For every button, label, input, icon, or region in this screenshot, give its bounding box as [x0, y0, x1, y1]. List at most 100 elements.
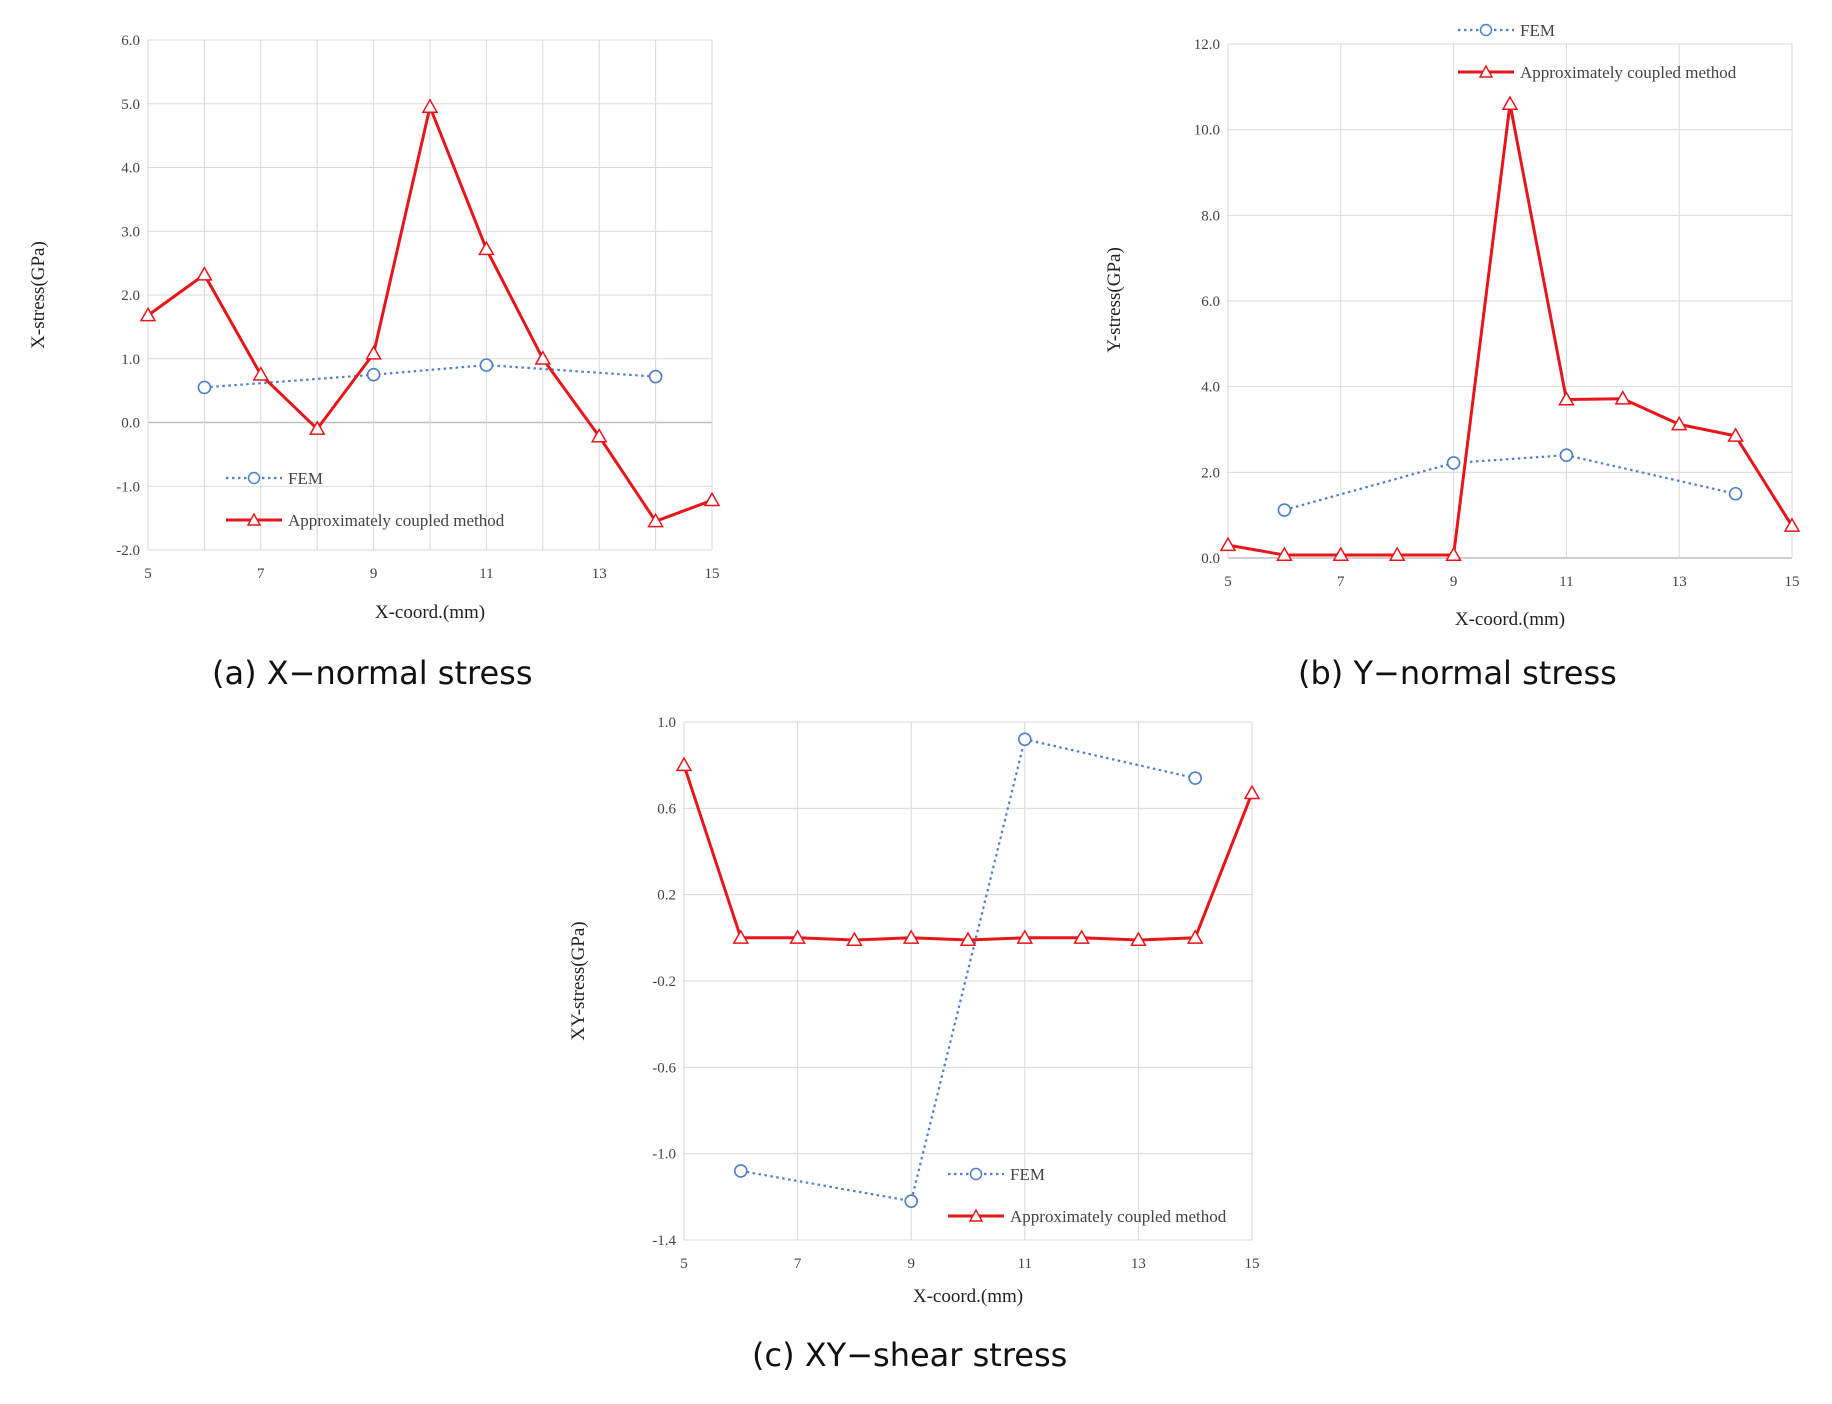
approx-point — [308, 420, 326, 435]
x-tick-label: 15 — [705, 566, 720, 582]
fem-point — [197, 380, 212, 395]
series-line-fem — [204, 364, 656, 389]
y-tick-label: 2.0 — [121, 288, 140, 304]
fem-point — [1017, 732, 1032, 747]
approx-point — [1276, 546, 1293, 562]
y-tick-label: 1.0 — [657, 715, 676, 731]
approx-point — [478, 240, 495, 256]
legend-marker-circle — [247, 471, 261, 485]
legend-label: FEM — [1520, 21, 1555, 40]
approx-point — [421, 98, 439, 113]
legend-marker-circle — [1479, 23, 1493, 37]
y-axis-label: Y-stress(GPa) — [1104, 247, 1125, 353]
x-tick-label: 11 — [1018, 1256, 1032, 1272]
approx-point — [1388, 546, 1406, 562]
x-axis-label: X-coord.(mm) — [913, 1286, 1023, 1307]
approx-point — [139, 306, 157, 322]
approx-point — [1130, 931, 1147, 946]
y-tick-label: 8.0 — [1201, 208, 1220, 224]
legend-label: FEM — [1010, 1165, 1045, 1184]
x-tick-label: 13 — [592, 566, 607, 582]
fem-point — [1728, 486, 1743, 501]
x-tick-label: 5 — [1224, 574, 1232, 590]
y-tick-label: 0.2 — [657, 888, 676, 904]
y-tick-label: 0.0 — [1201, 551, 1220, 567]
legend-label: Approximately coupled method — [288, 511, 505, 530]
x-tick-label: 9 — [1450, 574, 1458, 590]
approx-point — [365, 345, 382, 360]
approx-point — [1727, 427, 1744, 442]
approx-point — [1243, 784, 1261, 800]
chart-x-normal-stress: -2.0 -1.0 0.0 1.0 2.0 3.0 4.0 5.0 6.0 5 7 9 11 13 15 X-… — [28, 33, 721, 623]
y-tick-label: -1.0 — [652, 1147, 676, 1163]
approx-point — [959, 931, 977, 946]
approx-point — [902, 929, 920, 944]
y-tick-label: 6.0 — [121, 33, 140, 49]
legend-marker-circle — [969, 1167, 983, 1181]
x-tick-label: 7 — [794, 1256, 802, 1272]
approx-point — [1332, 546, 1350, 562]
x-tick-label: 7 — [1337, 574, 1345, 590]
fem-point — [1188, 771, 1203, 785]
legend-marker-triangle — [968, 1208, 984, 1222]
caption-x-normal-stress: (a) X−normal stress — [212, 654, 533, 692]
y-tick-label: -1.0 — [116, 479, 140, 495]
chart-y-normal-stress: 0.0 2.0 4.0 6.0 8.0 10.0 12.0 5 7 9 11 13 15 X-coord.… — [1104, 21, 1801, 630]
x-axis-label: X-coord.(mm) — [1455, 609, 1565, 630]
x-tick-label: 15 — [1785, 574, 1800, 590]
y-axis-label: XY-stress(GPa) — [568, 921, 589, 1040]
approx-point — [1501, 95, 1519, 110]
approx-point — [1614, 390, 1632, 405]
x-tick-label: 9 — [370, 566, 378, 582]
y-tick-label: -1.4 — [652, 1233, 676, 1249]
caption-xy-shear-stress: (c) XY−shear stress — [752, 1336, 1068, 1374]
x-tick-label: 5 — [680, 1256, 688, 1272]
approx-point — [1558, 391, 1575, 406]
approx-point — [590, 428, 608, 443]
y-tick-label: 5.0 — [121, 97, 140, 113]
y-tick-label: 2.0 — [1201, 465, 1220, 481]
x-tick-label: 7 — [257, 566, 265, 582]
fem-point — [904, 1194, 919, 1208]
y-tick-label: 3.0 — [121, 224, 140, 240]
approx-point — [1186, 929, 1204, 944]
fem-point — [1446, 456, 1461, 470]
y-tick-label: -0.2 — [652, 974, 676, 990]
fem-point — [366, 367, 381, 382]
approx-point — [703, 491, 721, 507]
series-line-approx-coupled — [682, 764, 1254, 942]
y-tick-label: 1.0 — [121, 352, 140, 368]
fem-point — [1277, 503, 1292, 517]
legend-label: FEM — [288, 469, 323, 488]
approx-point — [1445, 546, 1462, 562]
approx-point — [1016, 929, 1034, 944]
y-tick-label: 12.0 — [1194, 37, 1220, 53]
y-tick-label: 0.0 — [121, 416, 140, 432]
approx-point — [647, 512, 664, 528]
approx-point — [846, 931, 863, 946]
chart-xy-shear-stress: -1.4 -1.0 -0.6 -0.2 0.2 0.6 1.0 5 7 9 11 13 15 X-coor… — [568, 715, 1261, 1307]
x-tick-label: 11 — [1559, 574, 1573, 590]
approx-point — [1219, 536, 1237, 552]
y-tick-label: 4.0 — [1201, 380, 1220, 396]
x-tick-label: 15 — [1245, 1256, 1260, 1272]
approx-point — [1670, 415, 1688, 431]
approx-point — [1073, 929, 1090, 944]
legend-label: Approximately coupled method — [1010, 1207, 1227, 1226]
y-tick-label: -0.6 — [652, 1060, 676, 1076]
y-tick-label: 6.0 — [1201, 294, 1220, 310]
approx-point — [732, 929, 750, 944]
series-line-fem — [1284, 454, 1736, 512]
approx-point — [534, 350, 552, 365]
y-tick-label: 4.0 — [121, 161, 140, 177]
y-axis-label: X-stress(GPa) — [28, 241, 49, 349]
fem-point — [648, 369, 663, 384]
approx-point — [1783, 517, 1801, 532]
approx-point — [252, 366, 270, 381]
legend-label: Approximately coupled method — [1520, 63, 1737, 82]
legend-marker-triangle — [1478, 64, 1494, 78]
y-tick-label: 10.0 — [1194, 123, 1220, 139]
approx-point — [675, 756, 693, 772]
caption-y-normal-stress: (b) Y−normal stress — [1298, 654, 1617, 692]
legend-marker-triangle — [246, 512, 262, 526]
